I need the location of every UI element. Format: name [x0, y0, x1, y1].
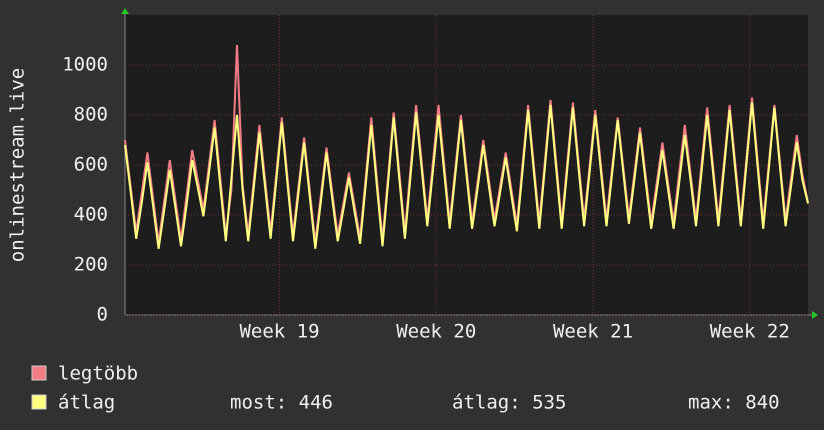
- y-axis-label: onlinestream.live: [7, 68, 29, 262]
- legend-label: legtöbb: [58, 363, 138, 385]
- y-tick-label: 0: [97, 304, 108, 326]
- x-tick-label: Week 20: [396, 321, 476, 343]
- y-tick-label: 400: [74, 204, 108, 226]
- y-arrow: [121, 8, 129, 14]
- y-tick-label: 200: [74, 254, 108, 276]
- legend-stat: most: 446: [230, 392, 333, 414]
- y-tick-label: 600: [74, 154, 108, 176]
- series-line: [124, 102, 809, 249]
- y-tick-label: 800: [74, 104, 108, 126]
- legend-swatch: [31, 365, 47, 381]
- legend-stat: átlag: 535: [452, 392, 566, 414]
- y-tick-label: 1000: [62, 54, 108, 76]
- legend-label: átlag: [58, 392, 115, 414]
- x-tick-label: Week 19: [239, 321, 319, 343]
- legend-stat: max: 840: [688, 392, 780, 414]
- x-arrow: [812, 311, 818, 319]
- x-tick-label: Week 22: [710, 321, 790, 343]
- legend-swatch: [31, 394, 47, 410]
- x-tick-label: Week 21: [553, 321, 633, 343]
